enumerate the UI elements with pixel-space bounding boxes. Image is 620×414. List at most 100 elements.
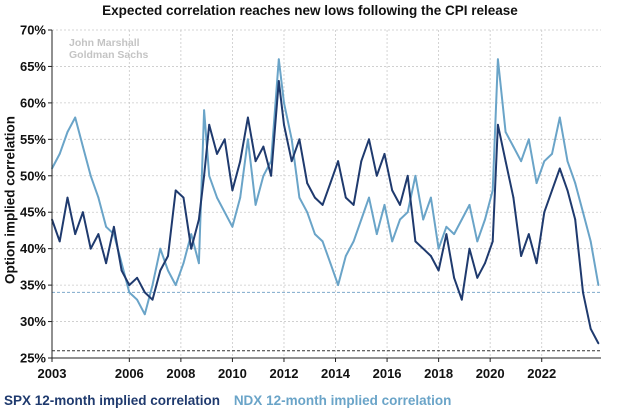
data-point-ndx [589,240,592,243]
data-point-spx [208,123,211,126]
data-point-ndx [254,204,257,206]
data-point-spx [314,196,316,199]
x-tick-label: 2003 [38,366,67,381]
data-point-spx [97,233,100,235]
data-point-ndx [504,131,507,133]
y-tick-label: 30% [20,314,46,329]
data-point-ndx [527,138,530,141]
data-point-spx [574,218,577,221]
y-tick-label: 55% [20,132,46,147]
data-point-ndx [535,182,538,184]
data-point-spx [484,262,486,265]
data-point-spx [453,276,455,279]
data-point-ndx [105,225,108,228]
data-point-ndx [203,109,205,112]
data-point-ndx [283,101,285,104]
data-point-ndx [231,225,234,228]
data-point-spx [368,138,370,141]
data-point-ndx [543,160,546,163]
data-point-ndx [223,211,226,214]
data-point-ndx [167,269,169,272]
data-point-ndx [128,291,131,294]
data-point-spx [391,189,394,192]
data-point-spx [231,189,234,192]
data-point-spx [277,80,280,82]
data-point-ndx [422,218,425,221]
data-point-ndx [468,204,471,206]
data-point-ndx [352,240,355,243]
data-point-ndx [375,233,378,235]
data-point-ndx [491,189,494,192]
data-point-ndx [58,153,61,155]
data-point-spx [406,174,409,177]
data-point-ndx [558,116,561,119]
data-point-ndx [453,233,455,235]
watermark-text: Goldman Sachs [69,49,149,61]
data-point-ndx [445,225,448,228]
data-point-ndx [262,174,265,177]
data-point-spx [543,211,546,214]
data-point-ndx [512,145,515,148]
data-point-spx [203,174,205,177]
data-point-spx [437,269,440,272]
data-point-spx [66,196,69,199]
data-point-spx [414,240,417,243]
data-point-ndx [190,233,193,235]
data-point-spx [182,196,185,199]
data-point-spx [497,123,499,126]
data-point-spx [290,160,293,163]
data-point-spx [136,276,138,279]
data-point-spx [143,291,146,294]
data-point-ndx [360,218,363,221]
data-point-ndx [391,240,394,243]
data-point-spx [375,174,378,177]
data-point-ndx [406,211,409,214]
data-point-ndx [151,284,154,287]
data-point-ndx [216,196,218,199]
data-point-spx [352,204,355,206]
data-point-spx [167,255,169,257]
data-point-ndx [566,160,569,163]
data-point-spx [190,247,193,250]
legend-ndx: NDX 12-month implied correlation [233,393,452,408]
data-point-spx [344,196,347,199]
data-point-spx [476,276,479,279]
data-point-spx [512,196,515,199]
data-point-ndx [239,196,242,199]
watermark-text: John Marshall [69,37,140,49]
data-point-spx [321,204,324,206]
y-tick-label: 40% [20,241,46,256]
data-point-ndx [329,262,332,265]
data-point-ndx [582,211,584,214]
data-point-spx [429,255,432,257]
data-point-ndx [476,240,479,243]
data-point-spx [582,291,584,294]
x-tick-label: 2010 [218,366,247,381]
data-point-spx [383,153,386,155]
data-point-spx [270,174,272,177]
data-point-ndx [429,196,432,199]
data-point-ndx [208,174,211,177]
data-point-spx [112,225,115,228]
y-tick-label: 65% [20,59,46,74]
data-point-spx [551,189,553,192]
data-point-ndx [520,160,522,163]
data-point-spx [120,269,123,272]
legend-spx: SPX 12-month implied correlation [4,393,221,408]
data-point-spx [558,167,561,170]
x-tick-label: 2008 [166,366,195,381]
data-point-ndx [306,211,309,214]
data-point-spx [239,160,242,163]
y-tick-label: 70% [20,23,46,38]
data-point-spx [74,233,77,235]
data-point-spx [262,145,265,148]
data-point-ndx [383,204,386,206]
data-point-ndx [460,218,463,221]
x-tick-label: 2016 [373,366,402,381]
data-point-ndx [344,255,347,257]
data-point-spx [460,298,463,301]
data-point-ndx [290,138,293,141]
data-point-ndx [89,174,92,177]
data-point-ndx [298,196,301,199]
data-point-spx [399,204,401,206]
